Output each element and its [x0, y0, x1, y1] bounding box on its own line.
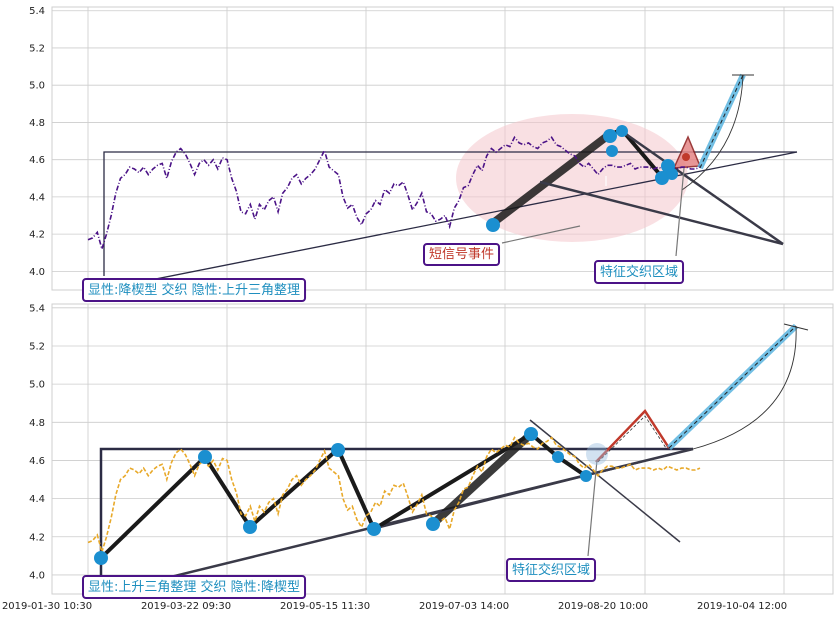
bottom-y-tick-label: 4.4 [29, 494, 45, 505]
bottom-pivot-marker [198, 450, 212, 464]
resistance-line [103, 151, 797, 276]
top-pivot-marker [603, 129, 617, 143]
wedge-upper-line [619, 128, 784, 246]
x-tick-label: 2019-03-22 09:30 [141, 601, 231, 612]
bottom-annotation-box: 特征交织区域 [506, 558, 597, 582]
bottom-pivot-marker [367, 522, 381, 536]
zigzag-pattern [99, 432, 533, 560]
annotation-frame [506, 558, 597, 582]
annotation-text: 显性:上升三角整理 交织 隐性:降楔型 [88, 579, 300, 595]
top-pivot-marker [486, 218, 500, 232]
bottom-pivot-marker [426, 517, 440, 531]
top-y-tick-label: 5.4 [29, 6, 45, 17]
region-arrow [675, 167, 685, 257]
projection-target-cap [783, 323, 809, 331]
top-y-tick-label: 5.0 [29, 81, 45, 92]
wedge-upper-line [529, 419, 681, 543]
top-annotation-box: 短信号事件 [423, 243, 501, 266]
annotation-text: 短信号事件 [429, 247, 494, 262]
top-plot-frame [51, 6, 834, 291]
top-series-line [87, 135, 701, 252]
bottom-y-tick-label: 4.6 [29, 456, 45, 467]
bottom-pattern-overlay [99, 323, 809, 596]
bottom-y-tick-label: 5.2 [29, 341, 45, 352]
x-tick-label: 2019-08-20 10:00 [558, 601, 648, 612]
annotation-text: 显性:降楔型 交织 隐性:上升三角整理 [88, 282, 300, 298]
red-dot-marker [682, 153, 690, 161]
bottom-pivot-marker [243, 520, 257, 534]
x-tick-label: 2019-10-04 12:00 [697, 601, 787, 612]
bottom-pivot-marker [94, 551, 108, 565]
red-projection-outline [595, 408, 671, 463]
bottom-series-line [87, 436, 701, 555]
top-annotation-box: 显性:降楔型 交织 隐性:上升三角整理 [82, 278, 307, 302]
bottom-annotation-box: 显性:上升三角整理 交织 隐性:降楔型 [82, 575, 307, 599]
bottom-pivot-marker [552, 451, 564, 463]
bottom-y-tick-label: 5.0 [29, 380, 45, 391]
projection-dashed-line [699, 74, 744, 169]
top-pivot-marker [616, 125, 628, 137]
bottom-plot-frame [51, 303, 834, 595]
resistance-line [99, 447, 693, 580]
top-y-tick-label: 4.0 [29, 267, 45, 278]
bottom-y-tick-label: 5.4 [29, 303, 45, 314]
bottom-panel: 4.0 4.2 4.4 4.6 4.8 5.0 5.2 5.4 显性:上升三角整理 交织 隐性:… [29, 303, 834, 599]
annotation-frame [423, 243, 501, 266]
top-pivot-marker [606, 145, 618, 157]
top-pivot-marker [655, 171, 669, 185]
x-axis-labels: 2019-01-30 10:30 2019-03-22 09:30 2019-05-… [2, 601, 787, 612]
wedge-main-stroke [430, 431, 534, 527]
annotation-frame [594, 260, 685, 284]
projection-arc [681, 74, 744, 191]
red-projection-dashed [597, 415, 667, 463]
x-tick-label: 2019-07-03 14:00 [419, 601, 509, 612]
annotation-frame [82, 278, 307, 302]
x-tick-label: 2019-01-30 10:30 [2, 601, 92, 612]
x-tick-label: 2019-05-15 11:30 [280, 601, 370, 612]
annotation-text: 特征交织区域 [512, 562, 590, 578]
top-y-tick-label: 4.2 [29, 230, 45, 241]
bottom-y-tick-label: 4.2 [29, 532, 45, 543]
annotation-frame [82, 575, 307, 599]
top-y-tick-label: 5.2 [29, 43, 45, 54]
wedge-lower-line [373, 448, 694, 530]
annotation-text: 特征交织区域 [600, 264, 678, 280]
bottom-y-tick-label: 4.0 [29, 570, 45, 581]
support-trend-line [99, 151, 798, 291]
bottom-pivot-marker [524, 427, 538, 441]
wedge-lower-line [539, 180, 784, 246]
region-highlight [586, 443, 608, 465]
projection-arc [692, 325, 797, 450]
top-y-tick-label: 4.6 [29, 155, 45, 166]
top-y-tick-label: 4.8 [29, 118, 45, 129]
bottom-y-tick-label: 4.8 [29, 418, 45, 429]
region-arrow [587, 459, 598, 557]
top-y-tick-label: 4.4 [29, 192, 45, 203]
top-panel: 4.0 4.2 4.4 4.6 4.8 5.0 5.2 5.4 显性:降楔型 交织 隐性:上升三… [29, 6, 834, 302]
bottom-pivot-marker [331, 443, 345, 457]
wedge-main-stroke [490, 130, 613, 227]
projection-dashed-line [668, 325, 797, 449]
top-pivot-marker [666, 168, 678, 180]
event-arrow [501, 225, 581, 244]
bottom-pivot-marker [580, 470, 592, 482]
top-annotation-box: 特征交织区域 [594, 260, 685, 284]
top-pattern-overlay [99, 73, 798, 291]
